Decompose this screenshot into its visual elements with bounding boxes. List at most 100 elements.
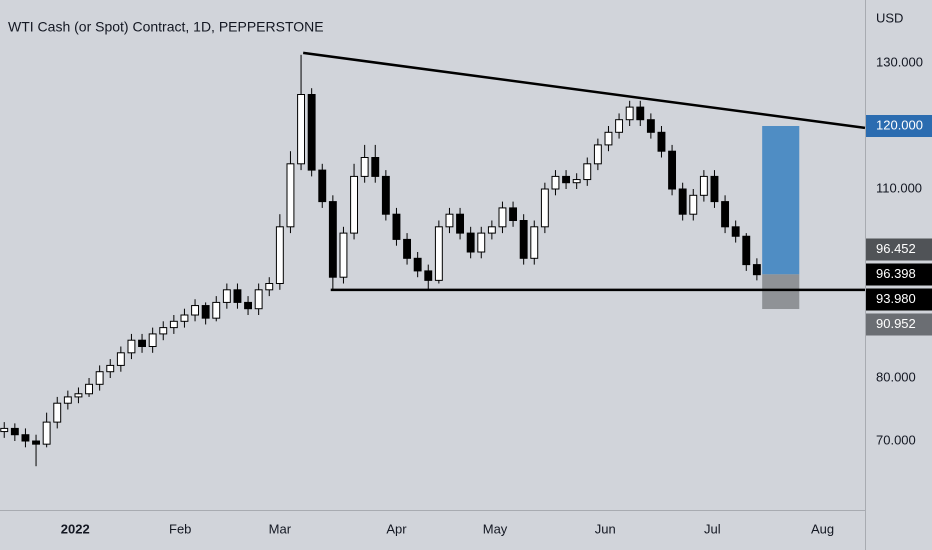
y-tick-label: 110.000 xyxy=(876,180,922,195)
price-label: 96.452 xyxy=(876,241,916,256)
candle-body xyxy=(328,201,337,278)
candle-body xyxy=(551,175,560,190)
candle-body xyxy=(127,339,136,354)
candle-body xyxy=(731,226,740,237)
y-tick-label: 130.000 xyxy=(876,54,923,69)
candle-body xyxy=(742,235,751,266)
candle-body xyxy=(254,289,263,310)
candle-body xyxy=(371,157,380,177)
candle-body xyxy=(699,175,708,196)
y-tick-label: 80.000 xyxy=(876,369,916,384)
price-label: 90.952 xyxy=(876,316,916,331)
price-label-box xyxy=(866,288,932,311)
candle-body xyxy=(191,305,199,316)
candle-body xyxy=(138,339,146,348)
candle-body xyxy=(413,257,422,272)
candle-body xyxy=(615,119,624,133)
candle-body xyxy=(53,402,62,423)
candle-body xyxy=(244,301,252,310)
candle-body xyxy=(307,94,316,171)
candle-body xyxy=(498,207,507,228)
candle-body xyxy=(212,301,221,319)
candle-body xyxy=(540,188,549,228)
candle-body xyxy=(159,327,168,335)
candle-body xyxy=(752,264,761,276)
chart-title: WTI Cash (or Spot) Contract, 1D, PEPPERS… xyxy=(8,19,324,35)
y-tick-label: 70.000 xyxy=(876,432,916,447)
candle-body xyxy=(63,396,72,404)
candle-body xyxy=(456,213,465,234)
candle-body xyxy=(593,144,602,165)
x-tick-label: Aug xyxy=(811,521,834,536)
candle-body xyxy=(106,364,115,373)
candle-body xyxy=(392,213,401,240)
candle-body xyxy=(32,440,40,445)
x-tick-label: May xyxy=(483,521,508,536)
candle-body xyxy=(350,175,359,234)
candle-body xyxy=(710,175,719,203)
candle-body xyxy=(668,150,677,190)
target-zone xyxy=(762,126,800,275)
candle-body xyxy=(721,201,730,228)
trendline xyxy=(303,51,866,130)
candle-body xyxy=(646,119,655,133)
price-label-box xyxy=(866,313,932,336)
candle-body xyxy=(85,383,93,395)
candle-body xyxy=(403,238,412,259)
price-label-box xyxy=(866,263,932,286)
currency-label: USD xyxy=(876,10,903,25)
candle-body xyxy=(360,157,369,177)
candle-body xyxy=(477,232,486,253)
candle-body xyxy=(222,289,231,303)
x-tick-label: Jul xyxy=(704,521,721,536)
candle-body xyxy=(180,314,189,322)
candle-body xyxy=(286,163,295,228)
candle-body xyxy=(562,175,571,184)
price-label-box xyxy=(866,238,932,261)
candle-body xyxy=(233,289,242,303)
candle-body xyxy=(0,427,9,433)
candle-body xyxy=(297,94,305,165)
candle-body xyxy=(21,434,30,442)
candle-body xyxy=(487,226,496,234)
candle-body xyxy=(339,232,348,278)
candle-body xyxy=(689,194,698,215)
candle-body xyxy=(434,226,443,281)
candle-body xyxy=(572,179,581,184)
candle-body xyxy=(509,207,518,222)
candle-body xyxy=(519,220,528,259)
candle-body xyxy=(95,371,104,385)
candle-body xyxy=(10,427,19,436)
candle-body xyxy=(148,333,157,348)
candle-body xyxy=(381,175,390,215)
candle-body xyxy=(275,226,284,285)
x-tick-label: Jun xyxy=(595,521,616,536)
candle-body xyxy=(583,163,592,181)
candle-body xyxy=(445,213,454,228)
candle-body xyxy=(678,188,687,215)
x-tick-label: Apr xyxy=(386,521,407,536)
price-label: 96.398 xyxy=(876,266,916,281)
candle-body xyxy=(424,270,433,281)
candle-body xyxy=(42,421,51,445)
stop-zone xyxy=(762,274,800,310)
candle-body xyxy=(169,320,178,329)
candle-body xyxy=(318,169,327,203)
candle-body xyxy=(625,106,634,121)
candle-body xyxy=(604,131,613,146)
candle-body xyxy=(201,305,210,319)
price-label-box xyxy=(866,115,932,138)
candle-body xyxy=(530,226,539,259)
candle-body xyxy=(657,131,666,152)
x-tick-label: Feb xyxy=(169,521,191,536)
candle-body xyxy=(466,232,475,253)
price-label: 93.980 xyxy=(876,291,916,306)
price-label: 120.000 xyxy=(876,117,923,132)
candle-body xyxy=(116,352,125,366)
x-tick-label: Mar xyxy=(269,521,292,536)
candle-body xyxy=(636,106,645,121)
candle-body xyxy=(265,283,274,291)
candle-body xyxy=(74,393,83,398)
